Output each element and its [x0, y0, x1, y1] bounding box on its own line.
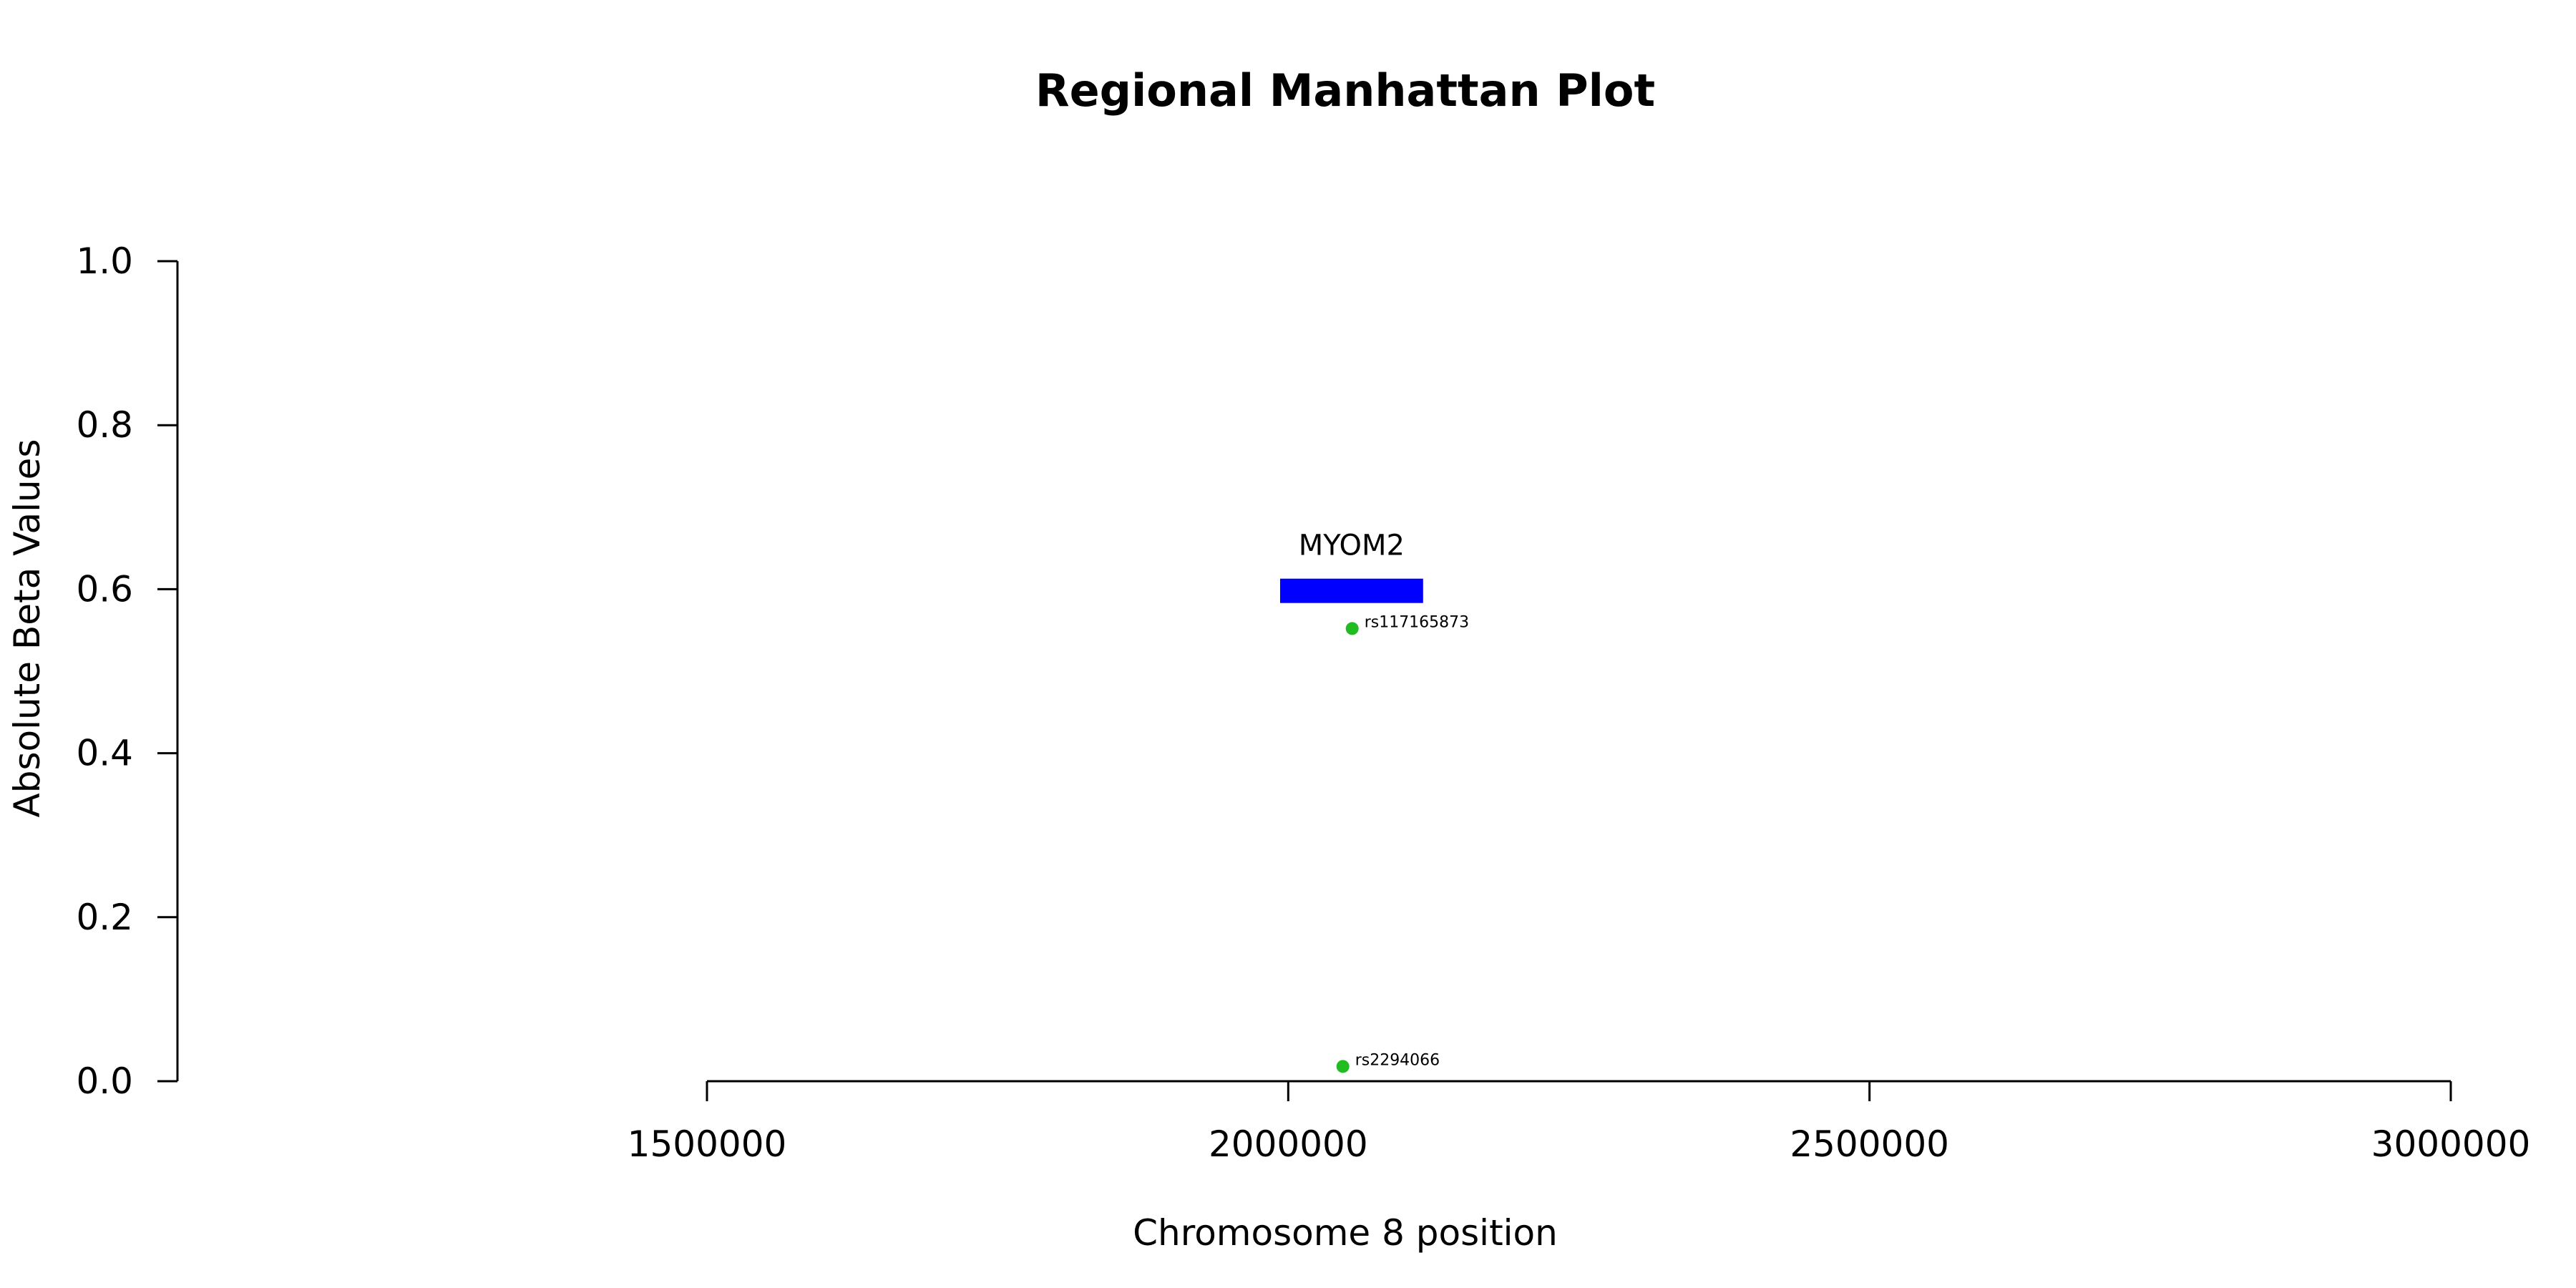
y-tick-label: 0.6 — [76, 568, 133, 610]
y-axis: 0.0 0.2 0.4 0.6 0.8 1.0 — [76, 240, 179, 1102]
y-tick-label: 0.2 — [76, 897, 133, 938]
gene-track: MYOM2 — [1279, 530, 1423, 603]
gene-bar — [1279, 578, 1423, 603]
x-tick-label: 1500000 — [628, 1123, 787, 1165]
x-tick-label: 2000000 — [1209, 1123, 1368, 1165]
snp-label: rs2294066 — [1355, 1051, 1440, 1069]
y-tick-label: 1.0 — [76, 240, 133, 282]
snp-point — [1345, 622, 1359, 635]
y-tick-label: 0.8 — [76, 404, 133, 446]
snp-point — [1336, 1060, 1350, 1073]
y-axis-label: Absolute Beta Values — [6, 439, 48, 818]
snp-points: rs117165873 rs2294066 — [1336, 613, 1469, 1073]
snp-label: rs117165873 — [1365, 613, 1469, 631]
x-axis-label: Chromosome 8 position — [1133, 1212, 1558, 1254]
y-tick-label: 0.0 — [76, 1060, 133, 1102]
x-tick-label: 2500000 — [1790, 1123, 1949, 1165]
chart-title: Regional Manhattan Plot — [1035, 64, 1655, 117]
gene-label: MYOM2 — [1299, 530, 1405, 562]
x-axis: 1500000 2000000 2500000 3000000 — [628, 1080, 2531, 1165]
x-tick-label: 3000000 — [2371, 1123, 2531, 1165]
y-tick-label: 0.4 — [76, 733, 133, 774]
